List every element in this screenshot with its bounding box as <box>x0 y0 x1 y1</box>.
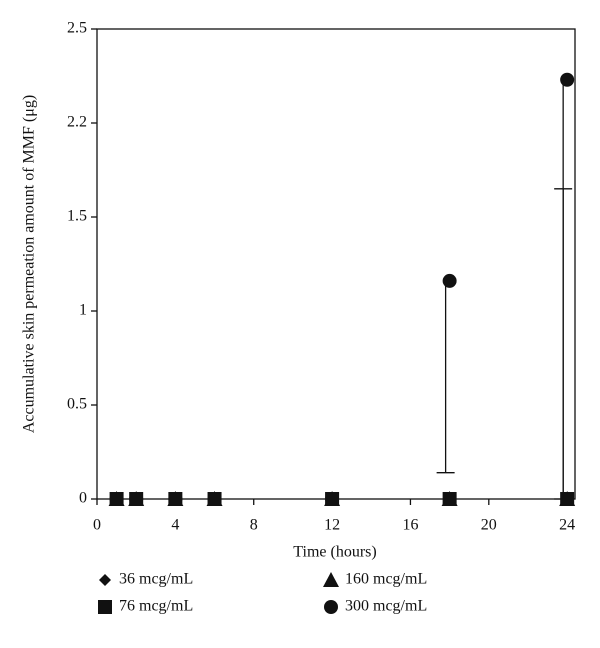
legend-label: 160 mcg/mL <box>345 571 427 588</box>
point <box>108 491 125 506</box>
legend-label: 76 mcg/mL <box>119 598 193 615</box>
x-tick-label: 24 <box>559 517 575 534</box>
point <box>324 491 341 506</box>
y-tick-label: 1.5 <box>67 208 87 225</box>
legend-label: 300 mcg/mL <box>345 598 427 615</box>
point <box>441 491 458 506</box>
point <box>128 491 145 506</box>
legend-marker <box>324 600 338 614</box>
y-axis-label: Accumulative skin permeation amount of M… <box>21 95 38 433</box>
x-tick-label: 0 <box>93 517 101 534</box>
point <box>559 491 576 506</box>
legend-marker <box>323 572 339 587</box>
x-axis-label: Time (hours) <box>293 544 376 561</box>
x-tick-label: 4 <box>171 517 179 534</box>
legend-marker <box>98 600 112 614</box>
y-tick-label: 1 <box>79 302 87 319</box>
legend-marker <box>99 574 111 586</box>
x-tick-label: 12 <box>324 517 340 534</box>
point <box>442 273 457 288</box>
x-tick-label: 8 <box>250 517 258 534</box>
point <box>560 72 575 87</box>
point <box>206 491 223 506</box>
y-tick-label: 2.2 <box>67 114 87 131</box>
legend-label: 36 mcg/mL <box>119 571 193 588</box>
y-tick-label: 0.5 <box>67 396 87 413</box>
y-tick-label: 2.5 <box>67 20 87 37</box>
point <box>167 491 184 506</box>
x-tick-label: 16 <box>402 517 418 534</box>
plot-frame <box>96 28 576 500</box>
y-tick-label: 0 <box>79 490 87 507</box>
x-tick-label: 20 <box>481 517 497 534</box>
